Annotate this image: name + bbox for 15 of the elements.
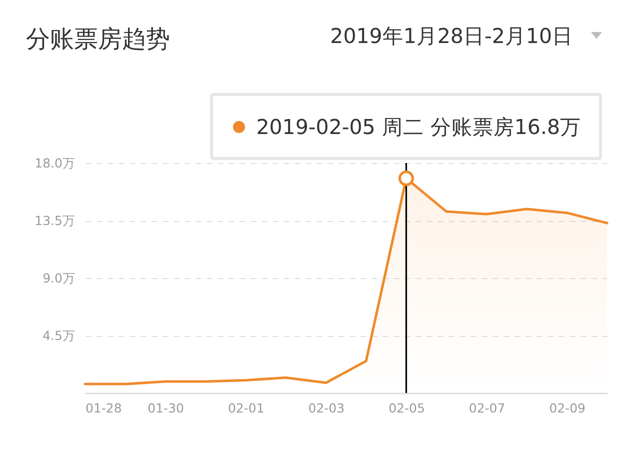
- x-tick-label: 02-09: [549, 400, 586, 416]
- y-tick-label: 13.5万: [34, 213, 76, 228]
- x-tick-label: 02-07: [468, 400, 506, 416]
- x-tick-label: 02-01: [228, 400, 264, 416]
- annotation: 2019-02-05 周二 分账票房16.8万: [256, 114, 582, 141]
- chart-title: 分账票房趋势: [26, 24, 170, 55]
- x-tick-label: 02-03: [308, 400, 345, 416]
- chart-subtitle: 2019年1月28日-2月10日: [330, 23, 573, 50]
- y-tick-label: 18.0万: [34, 156, 76, 170]
- x-tick-label: 02-05: [388, 400, 425, 416]
- tooltip-box: 2019-02-05 周二 分账票房16.8万: [210, 93, 602, 160]
- x-tick-label: 01-30: [148, 400, 184, 416]
- y-tick-label: 9.0万: [42, 270, 76, 286]
- x-tick-label: 01-28: [86, 400, 122, 416]
- y-tick-label: 4.5万: [42, 328, 76, 343]
